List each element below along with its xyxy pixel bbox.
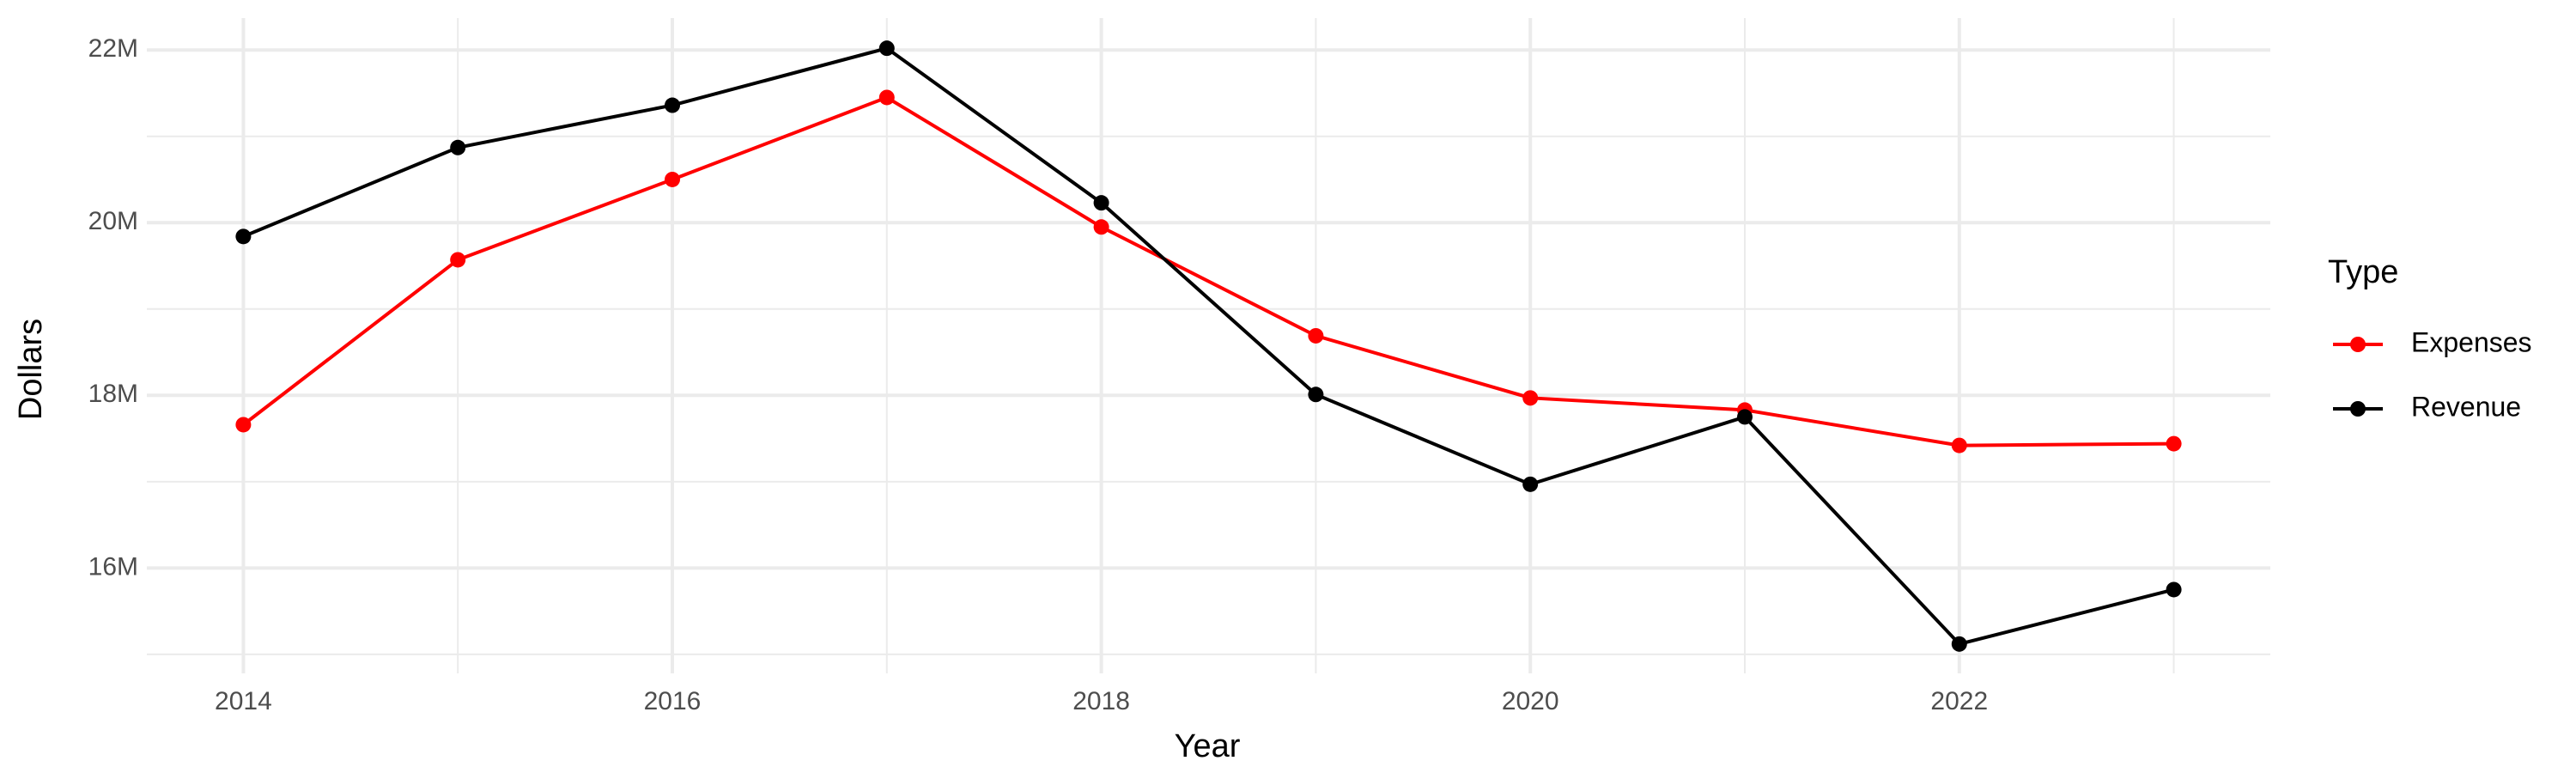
legend-label: Revenue bbox=[2411, 391, 2521, 422]
data-point bbox=[235, 417, 252, 433]
x-tick-label: 2022 bbox=[1930, 687, 1988, 715]
series-line bbox=[242, 95, 2174, 447]
y-tick-label: 16M bbox=[88, 552, 138, 581]
data-point bbox=[1308, 386, 1324, 403]
legend-label: Expenses bbox=[2411, 326, 2532, 357]
x-tick-label: 2018 bbox=[1072, 687, 1130, 715]
y-axis-title: Dollars bbox=[13, 319, 49, 420]
data-point bbox=[1093, 195, 1109, 211]
legend-key-point bbox=[2350, 401, 2366, 417]
x-tick-label: 2020 bbox=[1502, 687, 1559, 715]
data-point bbox=[1522, 390, 1539, 406]
y-tick-label: 22M bbox=[88, 34, 138, 63]
x-tick-label: 2014 bbox=[215, 687, 272, 715]
data-point bbox=[2166, 435, 2182, 452]
x-tick-label: 2016 bbox=[644, 687, 702, 715]
data-point bbox=[1951, 437, 1967, 453]
data-point bbox=[878, 89, 895, 106]
data-point bbox=[1951, 636, 1967, 652]
data-point bbox=[450, 139, 466, 155]
data-point bbox=[878, 40, 895, 57]
y-tick-label: 18M bbox=[88, 380, 138, 408]
x-axis-title: Year bbox=[1175, 728, 1241, 764]
data-point bbox=[450, 252, 466, 268]
data-point bbox=[665, 97, 681, 113]
data-point bbox=[1093, 219, 1109, 235]
data-point bbox=[235, 228, 252, 245]
legend-title: Type bbox=[2328, 254, 2398, 290]
data-point bbox=[665, 171, 681, 187]
data-point bbox=[2166, 581, 2182, 598]
data-point bbox=[1522, 476, 1539, 492]
y-tick-label: 20M bbox=[88, 207, 138, 235]
data-point bbox=[1308, 327, 1324, 344]
data-point bbox=[1736, 409, 1753, 425]
legend-key-point bbox=[2350, 337, 2366, 352]
series-line bbox=[242, 46, 2175, 647]
